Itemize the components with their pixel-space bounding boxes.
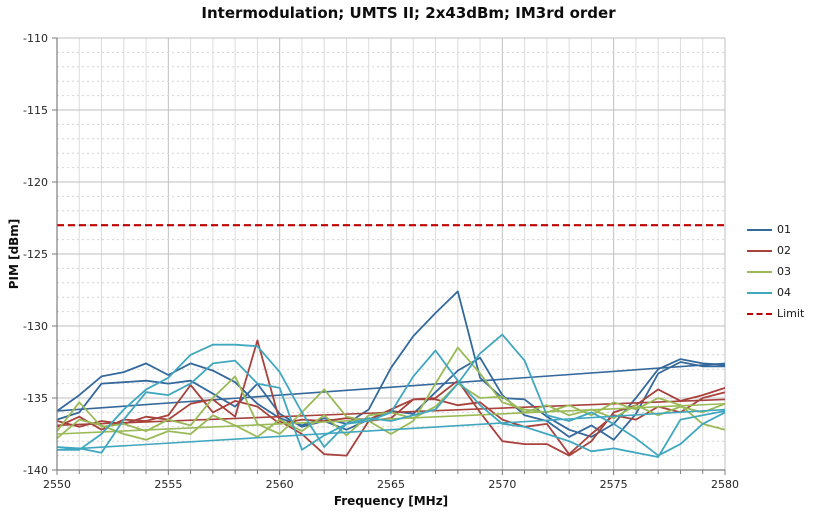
x-axis-title: Frequency [MHz] [333, 494, 449, 508]
series-04-trendline [56, 408, 726, 451]
legend-item-02: 02 [747, 245, 804, 257]
x-axis-tick-label: 2570 [488, 478, 516, 491]
series-02-trace-2 [56, 384, 726, 456]
x-axis-tick-label: 2580 [711, 478, 739, 491]
series-03-trendline [56, 402, 726, 435]
series-01-trendline [56, 362, 726, 412]
legend-label-03: 03 [777, 265, 791, 278]
y-axis-tick-label: -140 [23, 464, 48, 477]
legend-swatch-01 [747, 229, 772, 231]
y-axis-tick-label: -115 [23, 104, 48, 117]
legend-swatch-02 [747, 250, 772, 252]
y-axis-tick-label: -120 [23, 176, 48, 189]
legend-item-limit: Limit [747, 308, 804, 320]
legend-swatch-03 [747, 271, 772, 273]
y-axis-tick-label: -125 [23, 248, 48, 261]
x-axis-tick-label: 2550 [43, 478, 71, 491]
y-axis-tick-label: -130 [23, 320, 48, 333]
legend-swatch-04 [747, 292, 772, 294]
legend-item-03: 03 [747, 266, 804, 278]
legend-label-02: 02 [777, 244, 791, 257]
legend-label-04: 04 [777, 286, 791, 299]
y-axis-tick-label: -135 [23, 392, 48, 405]
series-04-trace-2 [56, 333, 726, 457]
series-04-trace-1 [57, 343, 726, 458]
y-axis-tick-label: -110 [23, 32, 48, 45]
series-03-trace-1 [56, 346, 726, 435]
x-axis-tick-label: 2575 [600, 478, 628, 491]
legend: 01 02 03 04 Limit [747, 224, 804, 320]
x-axis-tick-label: 2560 [266, 478, 294, 491]
legend-swatch-limit [747, 313, 772, 315]
x-axis-tick-label: 2555 [154, 478, 182, 491]
legend-item-04: 04 [747, 287, 804, 299]
chart-title: Intermodulation; UMTS II; 2x43dBm; IM3rd… [201, 4, 616, 22]
legend-label-01: 01 [777, 223, 791, 236]
legend-label-limit: Limit [777, 307, 805, 320]
legend-item-01: 01 [747, 224, 804, 236]
x-axis-tick-label: 2565 [377, 478, 405, 491]
